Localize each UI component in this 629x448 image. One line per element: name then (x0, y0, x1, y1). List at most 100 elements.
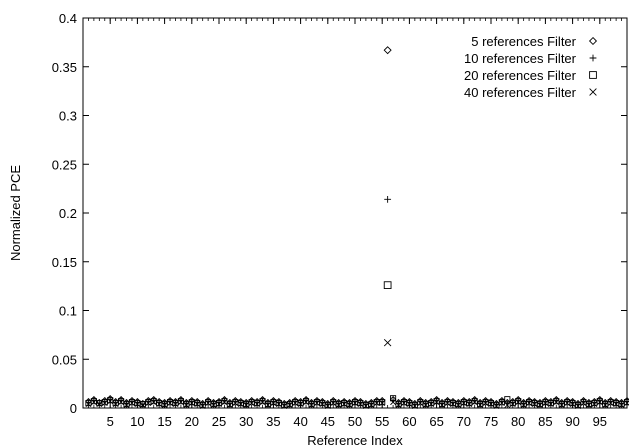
baseline-point (460, 400, 467, 407)
y-tick-label: 0.3 (59, 109, 77, 124)
baseline-point (390, 395, 397, 402)
baseline-point (205, 400, 212, 407)
x-tick-label: 45 (321, 414, 335, 429)
x-tick-label: 70 (457, 414, 471, 429)
x-tick-label: 5 (107, 414, 114, 429)
x-tick-label: 60 (402, 414, 416, 429)
baseline-point (433, 399, 440, 406)
x-tick-label: 10 (130, 414, 144, 429)
baseline-point (422, 402, 429, 408)
baseline-point (406, 401, 413, 408)
baseline-point (537, 402, 543, 408)
baseline-point (330, 400, 337, 407)
baseline-point (482, 400, 489, 407)
baseline-point (243, 402, 250, 408)
baseline-point (226, 402, 233, 408)
baseline-point (107, 398, 114, 405)
legend-label: 5 references Filter (471, 34, 576, 49)
x-tick-label: 25 (212, 414, 226, 429)
legend-marker (589, 88, 597, 96)
baseline-point (183, 402, 190, 408)
baseline-point (531, 401, 538, 408)
baseline-point (140, 401, 146, 407)
legend: 5 references Filter 10 references Filter 2… (464, 34, 598, 100)
legend-label: 20 references Filter (464, 68, 577, 83)
y-tick-label: 0 (70, 401, 77, 416)
baseline-point (216, 401, 222, 408)
legend-label: 40 references Filter (464, 85, 577, 100)
baseline-point (450, 401, 456, 408)
baseline-point (455, 402, 462, 408)
baseline-point (417, 400, 424, 407)
baseline-point (602, 402, 609, 408)
baseline-point (303, 399, 309, 406)
baseline-point (221, 399, 228, 406)
baseline-point (362, 403, 369, 409)
baseline-point (286, 402, 293, 408)
baseline-point (324, 403, 331, 409)
x-tick-label: 85 (538, 414, 552, 429)
legend-marker (589, 54, 597, 62)
baseline-point (118, 399, 124, 406)
baseline-point (547, 401, 554, 408)
x-tick-label: 15 (157, 414, 171, 429)
baseline-point (477, 402, 484, 408)
baseline-point (395, 402, 402, 408)
x-tick-label: 75 (484, 414, 498, 429)
baseline-point (596, 399, 603, 406)
x-tick-label: 50 (348, 414, 362, 429)
peak-point (383, 338, 392, 347)
baseline-point (379, 400, 386, 407)
baseline-point (390, 399, 396, 406)
baseline-point (90, 399, 97, 406)
baseline-point (254, 401, 260, 408)
baseline-point (96, 401, 103, 408)
y-axis-ticks: 0 0.05 0.1 0.15 0.2 0.25 0.3 0.35 0.4 (52, 11, 627, 416)
x-tick-label: 65 (429, 414, 443, 429)
baseline-point (471, 399, 478, 406)
baseline-point (428, 401, 435, 408)
baseline-point (123, 402, 130, 408)
baseline-point (341, 401, 348, 408)
baseline-point (542, 400, 549, 407)
baseline-point (259, 399, 266, 406)
baseline-point (498, 400, 505, 407)
baseline-point (210, 402, 217, 408)
baseline-point (488, 401, 494, 408)
baseline-point (515, 399, 522, 406)
peak-point (384, 195, 392, 203)
baseline-point (504, 396, 511, 403)
baseline-point (319, 401, 326, 408)
y-axis-label: Normalized PCE (8, 165, 23, 261)
x-axis-ticks: 5 10 15 20 25 30 35 40 45 50 55 60 65 70 75 80 85 90 95 (107, 18, 607, 429)
baseline-point (232, 400, 239, 407)
baseline-point (314, 400, 320, 407)
baseline-point (558, 402, 565, 408)
baseline-point (591, 401, 598, 408)
x-tick-label: 80 (511, 414, 525, 429)
baseline-point (150, 399, 157, 406)
baseline-point (161, 402, 168, 408)
x-tick-label: 30 (239, 414, 253, 429)
baseline-point (623, 399, 629, 406)
baseline-point (379, 399, 386, 406)
baseline-point (112, 401, 119, 408)
baseline-point (618, 402, 625, 408)
y-tick-label: 0.05 (52, 352, 77, 367)
baseline-point (466, 401, 473, 408)
baseline-point (85, 401, 92, 408)
baseline-point (520, 402, 527, 408)
baseline-point (134, 401, 141, 408)
baseline-point (156, 401, 163, 408)
baseline-point (248, 400, 255, 407)
baseline-point (368, 402, 375, 408)
baseline-point (275, 401, 282, 408)
peak-points (383, 46, 392, 347)
baseline-point (346, 402, 353, 408)
baseline-point (199, 403, 206, 409)
x-tick-label: 55 (375, 414, 389, 429)
baseline-point (569, 401, 576, 408)
baseline-point (139, 402, 146, 408)
baseline-point (352, 400, 358, 407)
